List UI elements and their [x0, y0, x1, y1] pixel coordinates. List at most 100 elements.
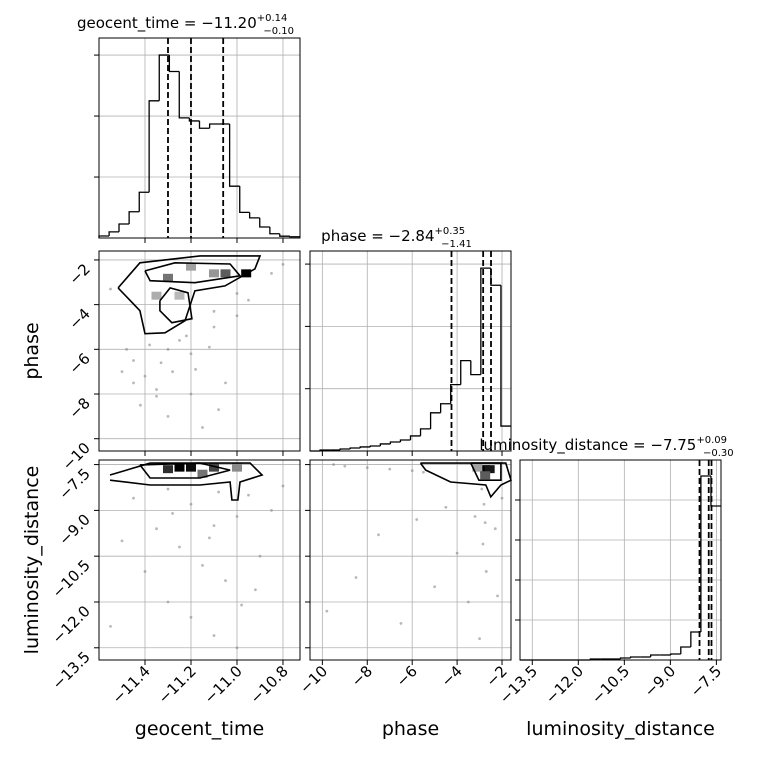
hist-bin [118, 223, 130, 232]
sample-point [224, 579, 227, 583]
density-cell [174, 291, 185, 300]
x-tick-label: −10.8 [247, 662, 292, 707]
sample-point [207, 536, 211, 540]
panel-title: luminosity_distance = −7.75+0.09 −0.30 [479, 435, 733, 459]
sample-point [332, 463, 335, 466]
hist-bin [409, 435, 421, 440]
hist-bin [188, 117, 200, 122]
sample-point [120, 539, 124, 543]
sample-point [224, 381, 227, 385]
x-tick-label: −7.5 [687, 662, 725, 700]
sample-point [399, 621, 403, 625]
hist-bin [439, 403, 451, 413]
density-cell [208, 463, 219, 472]
sample-point [120, 370, 124, 374]
sample-point [212, 524, 216, 528]
sample-point [201, 563, 204, 567]
sample-point [496, 594, 499, 598]
hist-bin [379, 443, 391, 447]
title-text: geocent_time = −11.20 [77, 14, 257, 33]
y-tick-label: −12.0 [49, 602, 94, 647]
axes-frame [98, 37, 301, 239]
sample-point [377, 533, 380, 537]
sample-point [415, 518, 419, 521]
sample-point [281, 484, 285, 488]
density-cell [472, 463, 483, 472]
sample-point [480, 487, 484, 491]
density-cell [208, 269, 219, 278]
density-cell [162, 273, 173, 282]
sample-point [270, 508, 273, 512]
sample-point [132, 359, 135, 362]
sample-point [247, 298, 250, 302]
hist-bin [490, 268, 501, 286]
hist-bin [680, 646, 691, 654]
sample-point [189, 352, 193, 356]
sample-point [155, 394, 158, 398]
sample-point [466, 600, 470, 604]
sample-point [189, 615, 193, 619]
x-tick-label: −9.0 [641, 662, 679, 700]
panel-title: geocent_time = −11.20+0.14 −0.10 [77, 13, 294, 37]
hist-bin [158, 54, 170, 101]
hist-bin [279, 233, 290, 237]
hist-bin [650, 654, 661, 657]
hist-bin [289, 236, 300, 238]
hist-bin [178, 71, 190, 119]
sample-point [253, 588, 257, 592]
sample-point [484, 570, 488, 573]
title-lower: −0.10 [263, 26, 294, 37]
sample-point [184, 334, 188, 338]
panel-title: phase = −2.84+0.35 −1.41 [321, 226, 472, 250]
contour [419, 462, 512, 499]
density-cell [220, 269, 231, 278]
sample-point [166, 414, 170, 418]
x-tick-label: −10 [296, 662, 331, 697]
x-tick-label: −8 [348, 662, 376, 690]
sample-point [500, 496, 504, 500]
sample-point [433, 585, 437, 589]
hist-bin [228, 123, 240, 187]
contour [470, 462, 502, 481]
sample-point [422, 470, 425, 474]
sample-point [388, 467, 392, 471]
sample-point [178, 338, 181, 342]
hist-bin [359, 446, 371, 449]
hist-bin [248, 212, 260, 219]
sample-point [365, 466, 369, 470]
hist-bin [460, 360, 471, 385]
title-upper: +0.09 [696, 435, 727, 446]
x-tick-label: −6 [393, 662, 421, 690]
sample-point [166, 347, 170, 351]
axes-frame [98, 459, 301, 661]
sample-point [166, 487, 170, 491]
sample-point [155, 527, 158, 531]
sample-point [455, 551, 459, 555]
hist-bin [399, 439, 411, 442]
sample-point [166, 600, 170, 604]
density-cell [174, 463, 185, 472]
x-tick-label: −11.0 [201, 662, 246, 707]
sample-point [109, 625, 112, 628]
density-cell [151, 291, 162, 300]
sample-point [171, 512, 174, 515]
sample-point [109, 287, 112, 291]
sample-point [343, 464, 347, 468]
sample-point [354, 576, 358, 579]
y-tick-label: −7.5 [55, 465, 93, 503]
title-text: luminosity_distance = −7.75 [479, 436, 696, 455]
y-tick-label: −8 [65, 394, 93, 422]
x-tick-label: −12.0 [542, 662, 587, 707]
hist-bin [670, 653, 681, 655]
axes-frame [519, 459, 722, 661]
sample-point [410, 469, 414, 473]
sample-point [212, 634, 216, 637]
density-cell [231, 463, 242, 472]
sample-point [235, 314, 239, 318]
sample-point [125, 347, 128, 351]
axes-frame [98, 250, 301, 452]
hist-bin [148, 100, 160, 193]
axes-frame [309, 250, 512, 452]
y-tick-label: −13.5 [49, 648, 94, 693]
